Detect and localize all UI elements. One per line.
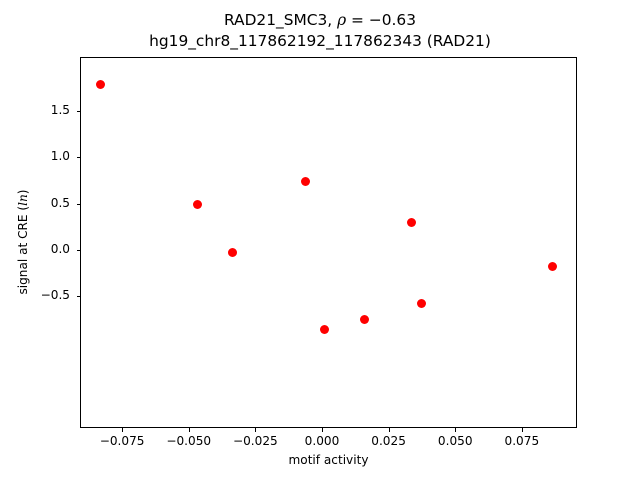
x-axis-tick-label: 0.000: [304, 434, 340, 448]
y-axis-tick: [76, 249, 80, 251]
y-axis-tick-label: 0.5: [50, 195, 70, 210]
scatter-point: [359, 315, 369, 325]
scatter-point: [319, 325, 329, 335]
x-axis-tick-label: −0.025: [232, 434, 278, 448]
chart-title: RAD21_SMC3, ρ = −0.63 hg19_chr8_11786219…: [0, 10, 640, 52]
scatter-point: [96, 79, 106, 89]
y-axis-label-italic: ln: [16, 194, 30, 206]
y-axis-tick: [76, 157, 80, 159]
x-axis-tick: [455, 428, 457, 432]
title-line-1-prefix: RAD21_SMC3,: [223, 11, 338, 29]
x-axis-tick-label: 0.050: [437, 434, 473, 448]
y-axis-label: signal at CRE (ln): [15, 57, 31, 428]
title-line-1: RAD21_SMC3, ρ = −0.63: [0, 10, 640, 31]
y-axis-label-prefix: signal at CRE (: [16, 205, 30, 295]
x-axis-tick-label: 0.025: [371, 434, 406, 448]
scatter-point: [227, 248, 237, 258]
x-axis-tick: [521, 428, 523, 432]
y-axis-tick: [76, 111, 80, 112]
scatter-point: [193, 199, 203, 209]
rho-symbol: ρ: [337, 11, 347, 29]
scatter-point: [301, 177, 311, 187]
y-axis-tick-label: −0.5: [40, 288, 70, 303]
x-axis-tick: [388, 428, 390, 432]
x-axis-tick-label: −0.050: [166, 434, 212, 448]
y-axis-tick-label: 1.0: [50, 149, 70, 164]
x-axis-label: motif activity: [288, 453, 369, 467]
scatter-point: [417, 299, 427, 309]
scatter-point: [407, 218, 417, 228]
x-axis-tick: [321, 428, 323, 432]
y-axis-tick-label: 0.0: [50, 241, 70, 256]
plot-axes-frame: [80, 57, 577, 428]
y-axis-tick: [76, 296, 80, 298]
x-axis-tick: [122, 428, 124, 432]
scatter-point: [547, 261, 557, 271]
y-axis-label-suffix: ): [16, 189, 30, 195]
scatter-plot-area: [81, 58, 576, 427]
x-axis-tick-label: −0.075: [99, 434, 145, 448]
y-axis-tick-label: 1.5: [50, 103, 70, 117]
title-line-1-suffix: = −0.63: [346, 11, 417, 29]
y-axis-tick: [76, 203, 80, 205]
x-axis-tick-label: 0.075: [504, 434, 540, 448]
x-axis-tick: [255, 428, 257, 432]
x-axis-tick: [188, 428, 190, 432]
title-line-2: hg19_chr8_117862192_117862343 (RAD21): [149, 32, 491, 50]
